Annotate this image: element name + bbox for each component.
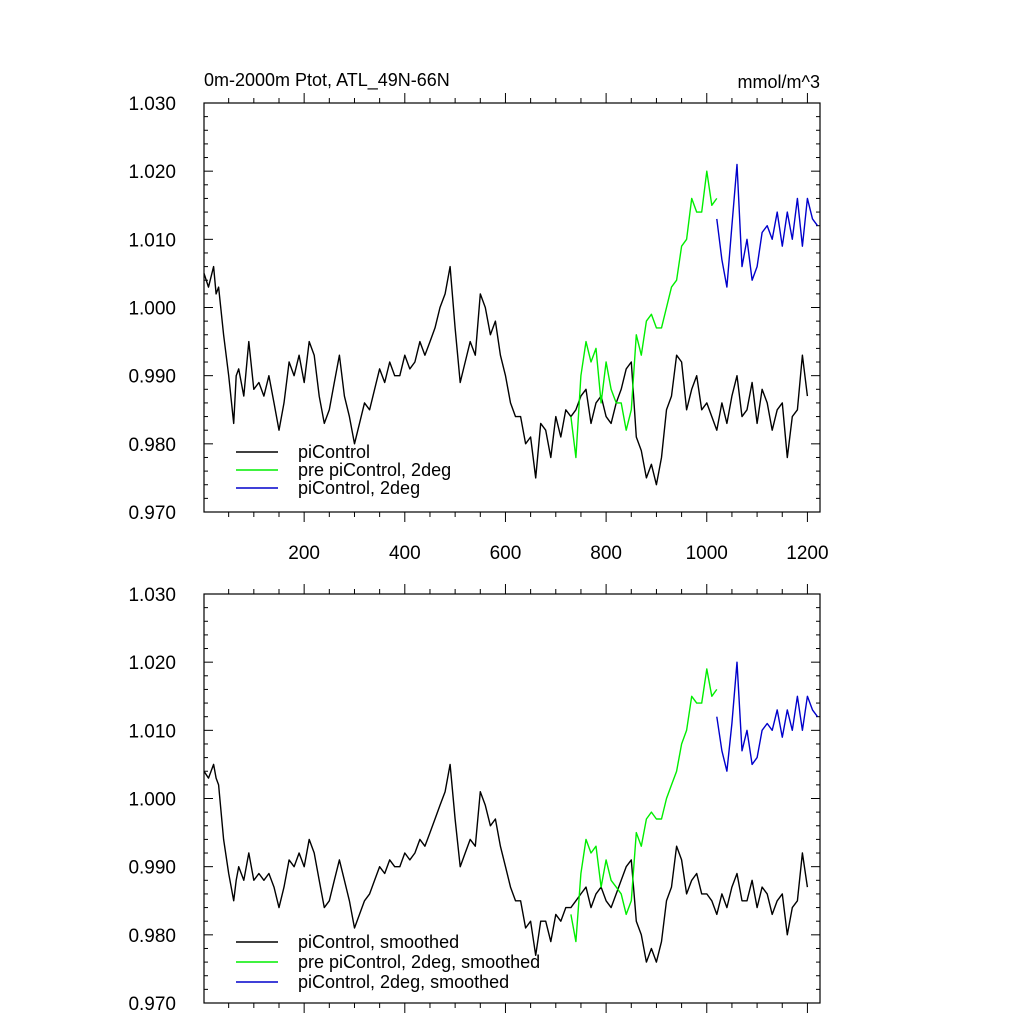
y-tick-label: 0.980 xyxy=(128,926,176,947)
y-tick-label: 0.970 xyxy=(128,994,176,1015)
y-tick-label: 1.030 xyxy=(128,94,176,115)
series-line-2 xyxy=(716,661,819,772)
y-tick-label: 1.000 xyxy=(128,299,176,320)
plot-frame xyxy=(203,593,821,1004)
plot-frame xyxy=(203,102,821,513)
series-lines xyxy=(203,661,819,963)
y-tick-label: 1.010 xyxy=(128,721,176,742)
top-panel: 0m-2000m Ptot, ATL_49N-66N mmol/m^3 0.97… xyxy=(128,70,828,564)
series-lines xyxy=(203,163,819,486)
series-line-0 xyxy=(203,763,809,963)
legend-label: piControl, smoothed xyxy=(298,932,459,952)
legend-label: pre piControl, 2deg, smoothed xyxy=(298,952,540,972)
y-tick-label: 1.000 xyxy=(128,790,176,811)
units-label: mmol/m^3 xyxy=(738,72,820,92)
x-tick-label: 600 xyxy=(490,543,522,564)
legend-label: pre piControl, 2deg xyxy=(298,460,451,480)
x-tick-label: 800 xyxy=(590,543,622,564)
x-tick-label: 1200 xyxy=(786,543,828,564)
series-line-1 xyxy=(570,668,718,943)
chart-title: 0m-2000m Ptot, ATL_49N-66N xyxy=(204,70,450,91)
y-tick-label: 0.980 xyxy=(128,435,176,456)
y-tick-label: 1.010 xyxy=(128,230,176,251)
axis-ticks: 0.970 0.980 0.990 1.000 1.010 1.020 1.030 xyxy=(128,584,820,1015)
axis-ticks: 0.970 0.980 0.990 1.000 1.010 1.020 1.030 200 40… xyxy=(128,93,829,564)
y-tick-label: 0.970 xyxy=(128,503,176,524)
series-line-2 xyxy=(716,163,819,288)
y-tick-label: 0.990 xyxy=(128,858,176,879)
legend-label: piControl xyxy=(298,442,370,462)
series-line-0 xyxy=(203,265,809,486)
x-tick-label: 400 xyxy=(389,543,421,564)
y-tick-label: 1.020 xyxy=(128,653,176,674)
x-tick-label: 1000 xyxy=(686,543,728,564)
y-tick-label: 1.020 xyxy=(128,162,176,183)
y-tick-label: 1.030 xyxy=(128,585,176,606)
x-tick-label: 200 xyxy=(288,543,320,564)
series-line-1 xyxy=(570,170,718,459)
legend-label: piControl, 2deg, smoothed xyxy=(298,972,509,992)
legend-label: piControl, 2deg xyxy=(298,478,420,498)
y-tick-label: 0.990 xyxy=(128,367,176,388)
bottom-panel: 0.970 0.980 0.990 1.000 1.010 1.020 1.030 piCo… xyxy=(128,584,821,1015)
